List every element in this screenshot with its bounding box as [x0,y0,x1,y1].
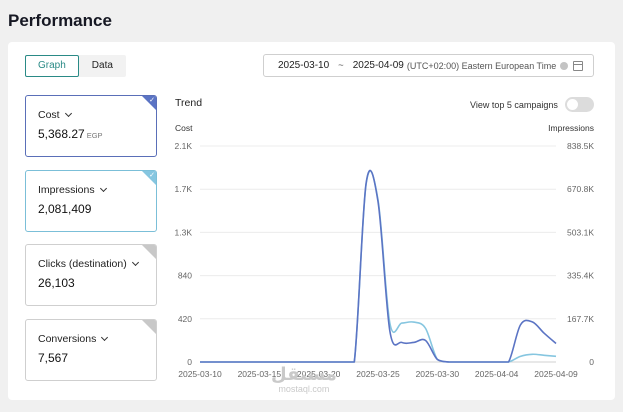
x-tick-label: 2025-04-04 [475,369,519,379]
date-end: 2025-04-09 [352,60,404,71]
x-tick-label: 2025-03-30 [416,369,460,379]
metric-value-conversions: 7,567 [38,351,69,365]
calendar-icon[interactable] [573,60,584,71]
metric-card-impressions[interactable]: ✓ Impressions 2,081,409 [25,170,157,232]
timezone-label: (UTC+02:00) Eastern European Time [406,60,557,71]
metric-label-clicks[interactable]: Clicks (destination) [38,258,144,270]
y-right-tick-label: 670.8K [567,184,594,194]
y-axis-right-title: Impressions [548,123,594,133]
y-axis-left-title: Cost [175,123,193,133]
toggle-knob [566,99,578,110]
performance-panel: Graph Data 2025-03-10 ~ 2025-04-09 (UTC+… [8,42,615,400]
metric-label-impressions[interactable]: Impressions [38,184,144,196]
y-right-tick-label: 167.7K [567,314,594,324]
y-right-tick-label: 335.4K [567,271,594,281]
y-left-tick-label: 420 [178,314,192,324]
x-tick-label: 2025-03-20 [297,369,341,379]
page-title: Performance [8,11,112,30]
top5-toggle[interactable] [564,97,594,112]
series-line-cost [199,169,557,363]
watermark-latin: mostaql.com [278,384,330,394]
x-tick-label: 2025-03-25 [356,369,400,379]
metric-label-conversions[interactable]: Conversions [38,333,144,345]
top5-label: View top 5 campaigns [470,99,558,110]
metric-card-conversions[interactable]: Conversions 7,567 [25,319,157,381]
tab-graph[interactable]: Graph [25,55,79,77]
y-right-tick-label: 0 [589,357,594,367]
metric-value-clicks: 26,103 [38,276,75,290]
metric-value-impressions: 2,081,409 [38,202,92,216]
selected-corner-icon: ✓ [142,96,156,110]
selected-corner-icon: ✓ [142,171,156,185]
date-start: 2025-03-10 [278,60,330,71]
trend-chart: Cost Impressions 0 0 420 167.7K 840 335.4K 1.3… [175,123,595,379]
info-icon[interactable] [560,61,569,70]
y-left-tick-label: 0 [187,357,192,367]
metric-card-clicks[interactable]: Clicks (destination) 26,103 [25,244,157,306]
x-tick-label: 2025-03-10 [178,369,222,379]
y-right-tick-label: 503.1K [567,227,594,237]
unselected-corner-icon [142,245,156,259]
y-right-tick-label: 838.5K [567,141,594,151]
metric-card-cost[interactable]: ✓ Cost 5,368.27 EGP [25,95,157,157]
y-left-tick-label: 840 [178,271,192,281]
watermark-arabic: مستقل [271,364,337,384]
tab-data[interactable]: Data [78,55,126,77]
unselected-corner-icon [142,320,156,334]
date-range-picker[interactable]: 2025-03-10 ~ 2025-04-09 (UTC+02:00) East… [263,54,594,77]
top5-toggle-row: View top 5 campaigns [470,97,594,112]
x-tick-label: 2025-04-09 [534,369,578,379]
metric-unit: EGP [86,131,103,140]
trend-title: Trend [175,97,203,109]
x-tick-label: 2025-03-15 [238,369,282,379]
view-tabs: Graph Data [25,55,126,77]
watermark-logo: مستقل mostaql.com [271,364,337,394]
y-left-tick-label: 1.3K [175,227,193,237]
date-separator: ~ [338,60,344,71]
y-left-tick-label: 1.7K [175,184,193,194]
metric-label-cost[interactable]: Cost [38,109,144,121]
metric-value-cost: 5,368.27 EGP [38,127,103,141]
y-left-tick-label: 2.1K [175,141,193,151]
